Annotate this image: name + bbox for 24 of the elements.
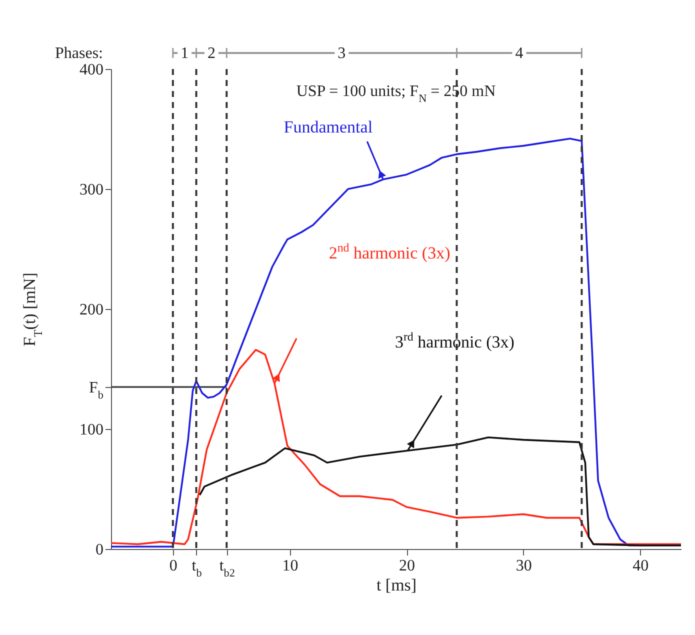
y-tick-label: 100 bbox=[80, 422, 104, 438]
x-tick-label: 40 bbox=[632, 558, 649, 574]
text: 4 bbox=[515, 45, 524, 62]
text: 1 bbox=[180, 45, 189, 62]
x-tick-label: t$_{b}$ bbox=[192, 558, 202, 580]
y-tick-label: 400 bbox=[80, 62, 104, 78]
annotation: USP = 100 units; F$_{N}$ = 250 mN bbox=[296, 83, 496, 105]
x-tick-label: t$_{b2}$ bbox=[219, 558, 235, 580]
x-axis-title: t [ms] bbox=[376, 576, 417, 594]
text: 3 bbox=[338, 45, 346, 62]
text: 2 bbox=[207, 45, 216, 62]
line-series bbox=[198, 436, 681, 546]
text: 3$^{rd}$ harmonic (3x) bbox=[394, 330, 514, 352]
y-tick-label: 300 bbox=[80, 182, 104, 198]
x-tick-label: 20 bbox=[399, 558, 416, 574]
y-tick-label: 200 bbox=[80, 302, 104, 318]
text: Fundamental bbox=[284, 117, 373, 136]
text: 2$^{nd}$ harmonic (3x) bbox=[328, 240, 450, 262]
x-tick-label: 10 bbox=[282, 558, 298, 574]
x-tick-label: 0 bbox=[169, 558, 178, 574]
text: Phases: bbox=[55, 45, 103, 62]
x-tick-label: 30 bbox=[516, 558, 532, 574]
y-tick-label: 0 bbox=[96, 542, 104, 558]
y-tick-label: F$_{b}$ bbox=[89, 380, 104, 402]
